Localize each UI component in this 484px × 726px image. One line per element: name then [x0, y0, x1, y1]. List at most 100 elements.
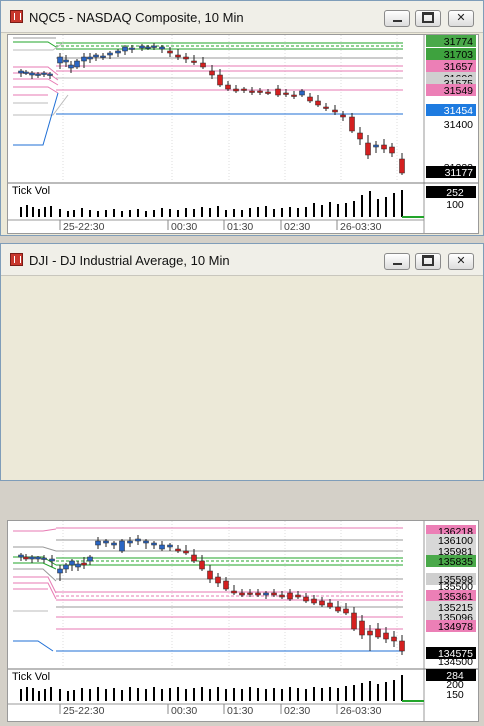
volume-bar	[50, 687, 52, 701]
candle	[307, 96, 313, 102]
maximize-icon	[422, 11, 434, 23]
candle	[143, 540, 149, 544]
volume-bar	[289, 687, 291, 701]
price-label: 134500	[438, 656, 473, 668]
volume-tag	[426, 186, 476, 198]
candle	[299, 90, 305, 96]
volume-bar	[273, 688, 275, 701]
price-label: 31177	[445, 167, 474, 179]
candle	[209, 70, 215, 76]
volume-bar	[361, 195, 363, 217]
volume-bar	[81, 208, 83, 217]
candle	[207, 570, 213, 580]
volume-bar	[369, 191, 371, 217]
minimize-button[interactable]	[384, 253, 410, 270]
candle	[257, 90, 263, 93]
volume-bar	[337, 688, 339, 701]
time-label: 26-03:30	[340, 705, 382, 717]
candle	[103, 540, 109, 544]
chart-window-dji[interactable]: DJI - DJ Industrial Average, 10 Min ✕ 13…	[0, 243, 484, 722]
candle	[373, 144, 379, 148]
step-line	[13, 86, 59, 94]
minimize-button[interactable]	[384, 10, 410, 27]
candle	[225, 84, 231, 90]
chart-window-nasdaq[interactable]: NQC5 - NASDAQ Composite, 10 Min ✕ 31774 3…	[0, 0, 484, 236]
volume-bar	[385, 682, 387, 701]
price-label: 31774	[444, 36, 473, 48]
candle	[29, 556, 35, 560]
candle	[349, 116, 355, 132]
candle	[287, 592, 293, 600]
chart-area[interactable]: 3177431703316573160631575315493145431400…	[7, 34, 479, 234]
volume-bar	[297, 688, 299, 701]
candle	[217, 74, 223, 86]
candle	[343, 608, 349, 614]
step-line	[13, 41, 57, 48]
price-chart-svg[interactable]: 1362181361001359811358351355981355001353…	[8, 521, 478, 721]
volume-bar	[353, 201, 355, 217]
maximize-button[interactable]	[415, 253, 441, 270]
candle	[265, 91, 271, 94]
chart-area[interactable]: 136218 136100 135981 135835 135598 135500 1353…	[7, 520, 479, 722]
candle	[115, 50, 121, 54]
volume-bar	[345, 203, 347, 217]
volume-bar	[113, 688, 115, 701]
candle	[35, 73, 41, 76]
volume-bar	[393, 680, 395, 701]
title-bar[interactable]: NQC5 - NASDAQ Composite, 10 Min ✕	[1, 1, 483, 33]
candle	[357, 132, 363, 140]
step-line	[13, 94, 69, 116]
candle	[332, 109, 338, 113]
candle	[279, 594, 285, 598]
candle	[159, 544, 165, 550]
volume-bar	[249, 208, 251, 217]
volume-bar	[38, 691, 40, 701]
price-label: 31549	[444, 85, 473, 97]
candle	[68, 64, 74, 69]
maximize-button[interactable]	[415, 10, 441, 27]
candle	[119, 540, 125, 552]
volume-label: Tick Vol	[12, 671, 50, 683]
candle	[223, 580, 229, 590]
close-button[interactable]: ✕	[448, 10, 474, 27]
volume-bar	[26, 687, 28, 701]
candle	[139, 45, 145, 49]
volume-bar	[257, 688, 259, 701]
chart-window-icon	[10, 253, 23, 266]
candle	[151, 542, 157, 546]
candle	[87, 56, 93, 60]
volume-bar	[401, 675, 403, 701]
candle	[255, 592, 261, 596]
candle	[303, 596, 309, 602]
candle	[283, 92, 289, 95]
price-label: 31400	[444, 119, 473, 131]
price-chart-svg[interactable]: 3177431703316573160631575315493145431400…	[8, 35, 478, 233]
title-bar[interactable]: DJI - DJ Industrial Average, 10 Min ✕	[1, 244, 483, 276]
candle	[145, 46, 151, 49]
window-title: NQC5 - NASDAQ Composite, 10 Min	[29, 10, 244, 25]
price-tag	[426, 104, 476, 116]
minimize-icon	[392, 19, 402, 22]
candle	[47, 73, 53, 76]
volume-bar	[73, 690, 75, 701]
candle	[167, 544, 173, 548]
candle	[199, 560, 205, 570]
candle	[183, 550, 189, 554]
volume-bar	[32, 207, 34, 217]
volume-bar	[289, 207, 291, 217]
candle	[241, 88, 247, 91]
volume-axis-label: 100	[446, 199, 464, 211]
volume-bar	[377, 684, 379, 701]
volume-bar	[193, 688, 195, 701]
volume-bar	[305, 207, 307, 217]
candle	[340, 114, 346, 118]
candle	[247, 592, 253, 595]
candle	[365, 142, 371, 156]
volume-bar	[329, 202, 331, 217]
close-button[interactable]: ✕	[448, 253, 474, 270]
volume-bar	[201, 687, 203, 701]
time-label: 01:30	[227, 221, 253, 233]
volume-bar	[161, 689, 163, 701]
volume-bar	[273, 209, 275, 217]
candle	[35, 556, 41, 560]
